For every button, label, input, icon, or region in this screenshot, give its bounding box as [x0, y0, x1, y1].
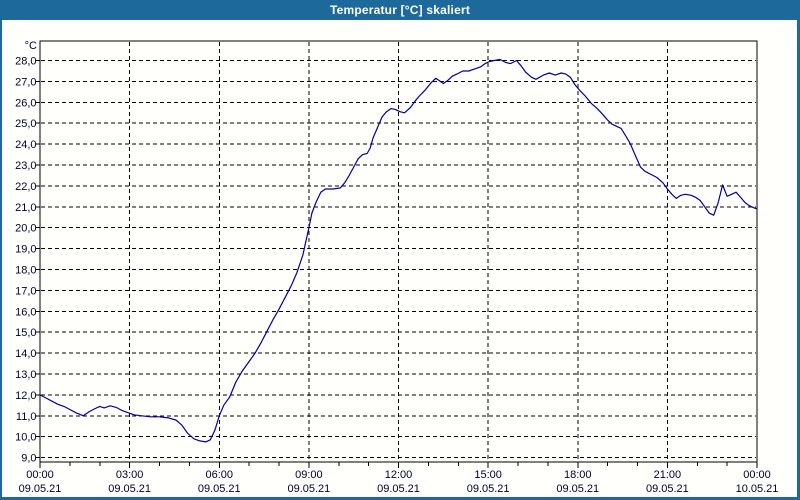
chart-client-area — [2, 20, 797, 497]
window-title: Temperatur [°C] skaliert — [329, 3, 471, 17]
y-tick-label: 12,0 — [15, 390, 36, 402]
y-axis-unit-label: °C — [25, 40, 37, 52]
y-tick-label: 10,0 — [15, 432, 36, 444]
x-tick-time-label: 18:00 — [564, 469, 592, 481]
x-tick-date-label: 09.05.21 — [287, 483, 330, 495]
y-tick-label: 22,0 — [15, 181, 36, 193]
x-tick-date-label: 09.05.21 — [467, 483, 510, 495]
y-tick-label: 11,0 — [16, 411, 37, 423]
y-tick-label: 28,0 — [15, 56, 36, 68]
x-tick-date-label: 09.05.21 — [377, 483, 420, 495]
y-tick-label: 17,0 — [15, 285, 36, 297]
title-bar: Temperatur [°C] skaliert — [0, 0, 800, 20]
y-tick-label: 27,0 — [15, 76, 36, 88]
vertical-gridlines — [129, 42, 668, 461]
x-tick-time-label: 15:00 — [474, 469, 502, 481]
x-axis-tick-labels: 00:00 09.05.21 03:00 09.05.21 06:00 09.05.21 0… — [19, 469, 779, 495]
y-tick-label: 16,0 — [15, 306, 36, 318]
y-tick-label: 19,0 — [15, 244, 36, 256]
x-tick-time-label: 06:00 — [205, 469, 233, 481]
y-tick-label: 14,0 — [15, 348, 36, 360]
y-tick-label: 18,0 — [15, 265, 36, 277]
x-tick-time-label: 00:00 — [26, 469, 54, 481]
x-tick-date-label: 09.05.21 — [108, 483, 151, 495]
x-tick-date-label: 09.05.21 — [556, 483, 599, 495]
x-tick-time-label: 21:00 — [654, 469, 682, 481]
y-tick-label: 13,0 — [15, 369, 36, 381]
x-tick-date-label: 09.05.21 — [198, 483, 241, 495]
y-tick-label: 25,0 — [15, 118, 36, 130]
y-tick-label: 15,0 — [15, 327, 36, 339]
x-tick-time-label: 00:00 — [743, 469, 771, 481]
y-tick-label: 24,0 — [15, 139, 36, 151]
y-axis-tick-labels: 28,0 27,0 26,0 25,0 24,0 23,0 22,0 21,0 20,0 19,0… — [15, 56, 36, 465]
x-tick-time-label: 09:00 — [295, 469, 323, 481]
y-tick-label: 20,0 — [15, 223, 36, 235]
y-tick-label: 23,0 — [15, 160, 36, 172]
y-tick-label: 26,0 — [15, 97, 36, 109]
x-axis-tick-marks — [39, 462, 758, 468]
temperature-line — [39, 58, 758, 443]
x-tick-date-label: 10.05.21 — [736, 483, 779, 495]
x-tick-date-label: 09.05.21 — [646, 483, 689, 495]
y-tick-label: 9,0 — [21, 453, 36, 465]
y-axis-tick-marks — [36, 60, 40, 459]
y-tick-label: 21,0 — [15, 202, 36, 214]
plot-border — [39, 40, 758, 463]
x-tick-time-label: 03:00 — [116, 469, 144, 481]
x-tick-time-label: 12:00 — [385, 469, 413, 481]
x-tick-date-label: 09.05.21 — [19, 483, 62, 495]
